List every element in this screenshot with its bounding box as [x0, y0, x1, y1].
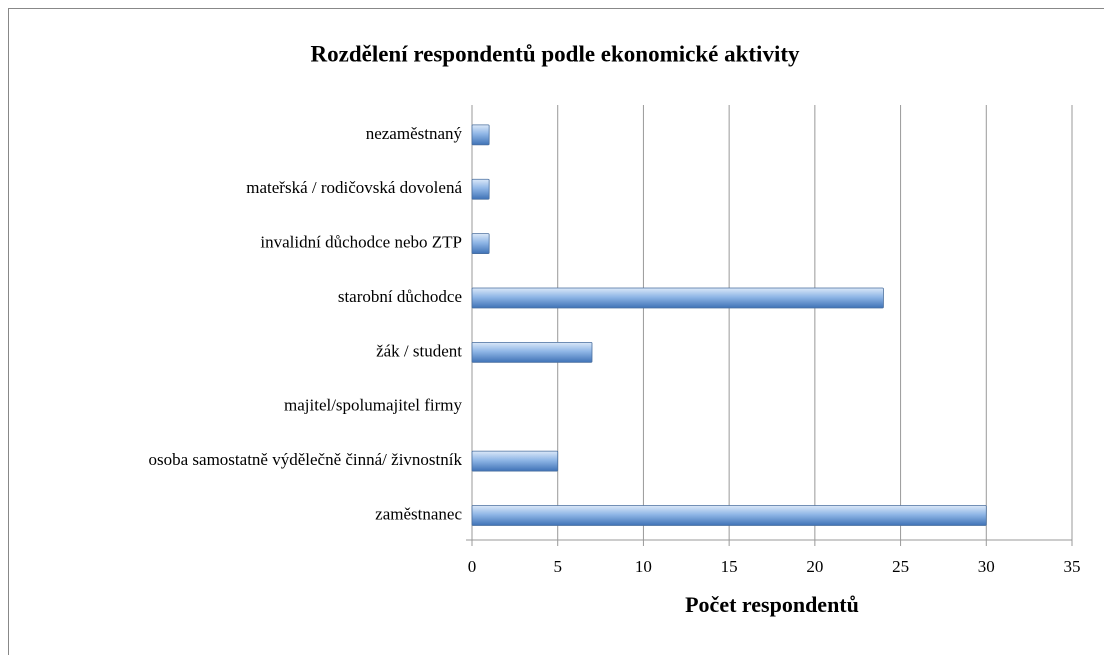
y-tick-label: zaměstnanec	[375, 504, 462, 523]
bar	[472, 506, 986, 526]
x-axis-title: Počet respondentů	[685, 592, 859, 617]
y-tick-label: osoba samostatně výdělečně činná/ živnos…	[149, 450, 463, 469]
y-tick-label: nezaměstnaný	[366, 124, 463, 143]
bar	[472, 288, 883, 308]
x-tick-label: 25	[892, 557, 909, 576]
bar	[472, 234, 489, 254]
y-tick-label: mateřská / rodičovská dovolená	[246, 178, 462, 197]
bar	[472, 342, 592, 362]
y-tick-label: majitel/spolumajitel firmy	[284, 396, 462, 415]
y-tick-label: starobní důchodce	[338, 287, 462, 306]
x-tick-label: 15	[721, 557, 738, 576]
bar	[472, 451, 558, 471]
y-tick-label: invalidní důchodce nebo ZTP	[260, 233, 462, 252]
x-tick-label: 0	[468, 557, 477, 576]
x-tick-label: 30	[978, 557, 995, 576]
x-tick-label: 35	[1064, 557, 1081, 576]
x-tick-label: 5	[553, 557, 562, 576]
chart-title: Rozdělení respondentů podle ekonomické a…	[311, 41, 800, 66]
bar	[472, 125, 489, 145]
y-tick-label: žák / student	[376, 341, 462, 360]
bar	[472, 179, 489, 199]
x-tick-label: 20	[806, 557, 823, 576]
x-tick-label: 10	[635, 557, 652, 576]
